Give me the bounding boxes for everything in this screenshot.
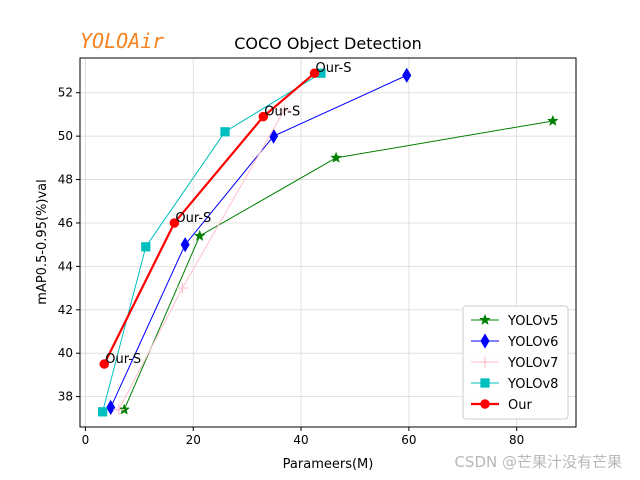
data-point-our xyxy=(309,68,320,78)
series-yolov6 xyxy=(106,67,412,416)
y-axis: 38 40 42 44 46 48 50 52 xyxy=(58,86,80,404)
x-tick-label: 60 xyxy=(401,433,416,447)
data-point-yolov8 xyxy=(98,407,108,417)
annotations: Our-S Our-S Our-S Our-S xyxy=(105,61,351,367)
annotation-label: Our-S xyxy=(175,211,211,226)
data-point-our xyxy=(99,359,110,369)
data-point-yolov5 xyxy=(193,229,206,242)
series-line-yolov6 xyxy=(110,74,407,408)
legend-label: YOLOv5 xyxy=(507,314,558,329)
legend-label: YOLOv6 xyxy=(507,335,558,350)
x-tick-label: 40 xyxy=(293,433,308,447)
data-point-yolov6 xyxy=(402,67,412,83)
legend-marker xyxy=(479,356,491,368)
y-tick-label: 46 xyxy=(58,216,73,230)
data-point-yolov6 xyxy=(180,237,190,253)
y-tick-label: 52 xyxy=(58,86,73,100)
legend-entry-yolov6: YOLOv6 xyxy=(471,333,558,350)
y-tick-label: 42 xyxy=(58,303,73,317)
series-line-yolov5 xyxy=(123,120,553,410)
series-our xyxy=(99,68,320,369)
y-tick-label: 48 xyxy=(58,173,73,187)
x-tick-label: 80 xyxy=(509,433,524,447)
y-tick-label: 40 xyxy=(58,346,73,360)
y-tick-label: 44 xyxy=(58,259,73,273)
data-point-yolov5 xyxy=(546,114,559,126)
x-tick-label: 0 xyxy=(82,433,90,447)
data-point-yolov6 xyxy=(106,399,116,416)
legend-label: YOLOv8 xyxy=(507,377,558,392)
legend: YOLOv5 YOLOv6 YOLOv7 YOLOv8 Our xyxy=(462,305,569,420)
legend-marker xyxy=(480,378,490,388)
series-yolov8 xyxy=(98,68,326,417)
legend-box xyxy=(462,305,569,420)
series-yolov7 xyxy=(113,104,290,416)
series-group xyxy=(98,67,559,417)
legend-entry-yolov8: YOLOv8 xyxy=(471,377,558,392)
grid xyxy=(80,58,576,427)
data-point-yolov5 xyxy=(330,151,343,163)
data-point-yolov8 xyxy=(220,127,230,137)
data-point-our xyxy=(169,218,180,228)
x-tick-label: 20 xyxy=(186,433,201,447)
chart-title: COCO Object Detection xyxy=(234,34,422,53)
data-point-yolov7 xyxy=(176,282,188,294)
legend-entry-yolov7: YOLOv7 xyxy=(471,356,558,371)
legend-entry-our: Our xyxy=(471,398,532,413)
y-axis-label: mAP0.5-0.95(%)val xyxy=(35,179,50,304)
legend-marker xyxy=(480,333,490,349)
legend-entry-yolov5: YOLOv5 xyxy=(471,313,558,329)
watermark: CSDN @芒果汁没有芒果 xyxy=(454,453,622,471)
data-point-yolov7 xyxy=(113,404,125,416)
x-axis-label: Parameers(M) xyxy=(283,457,374,472)
annotation-label: Our-S xyxy=(105,352,141,367)
y-tick-label: 38 xyxy=(58,390,73,404)
legend-marker xyxy=(480,399,490,409)
legend-marker xyxy=(479,313,491,326)
x-axis: 0 20 40 60 80 xyxy=(82,427,524,447)
legend-label: YOLOv7 xyxy=(507,356,558,371)
data-point-yolov8 xyxy=(141,242,151,252)
plot-frame xyxy=(79,57,577,428)
y-tick-label: 50 xyxy=(58,129,73,143)
annotation-label: Our-S xyxy=(316,61,352,76)
data-point-our xyxy=(258,111,269,122)
series-line-our xyxy=(103,72,316,365)
data-point-yolov7 xyxy=(278,104,290,116)
legend-label: Our xyxy=(508,398,532,413)
brand-logo: YOLOAir xyxy=(80,29,164,53)
series-line-yolov8 xyxy=(102,72,322,412)
annotation-label: Our-S xyxy=(264,105,300,120)
